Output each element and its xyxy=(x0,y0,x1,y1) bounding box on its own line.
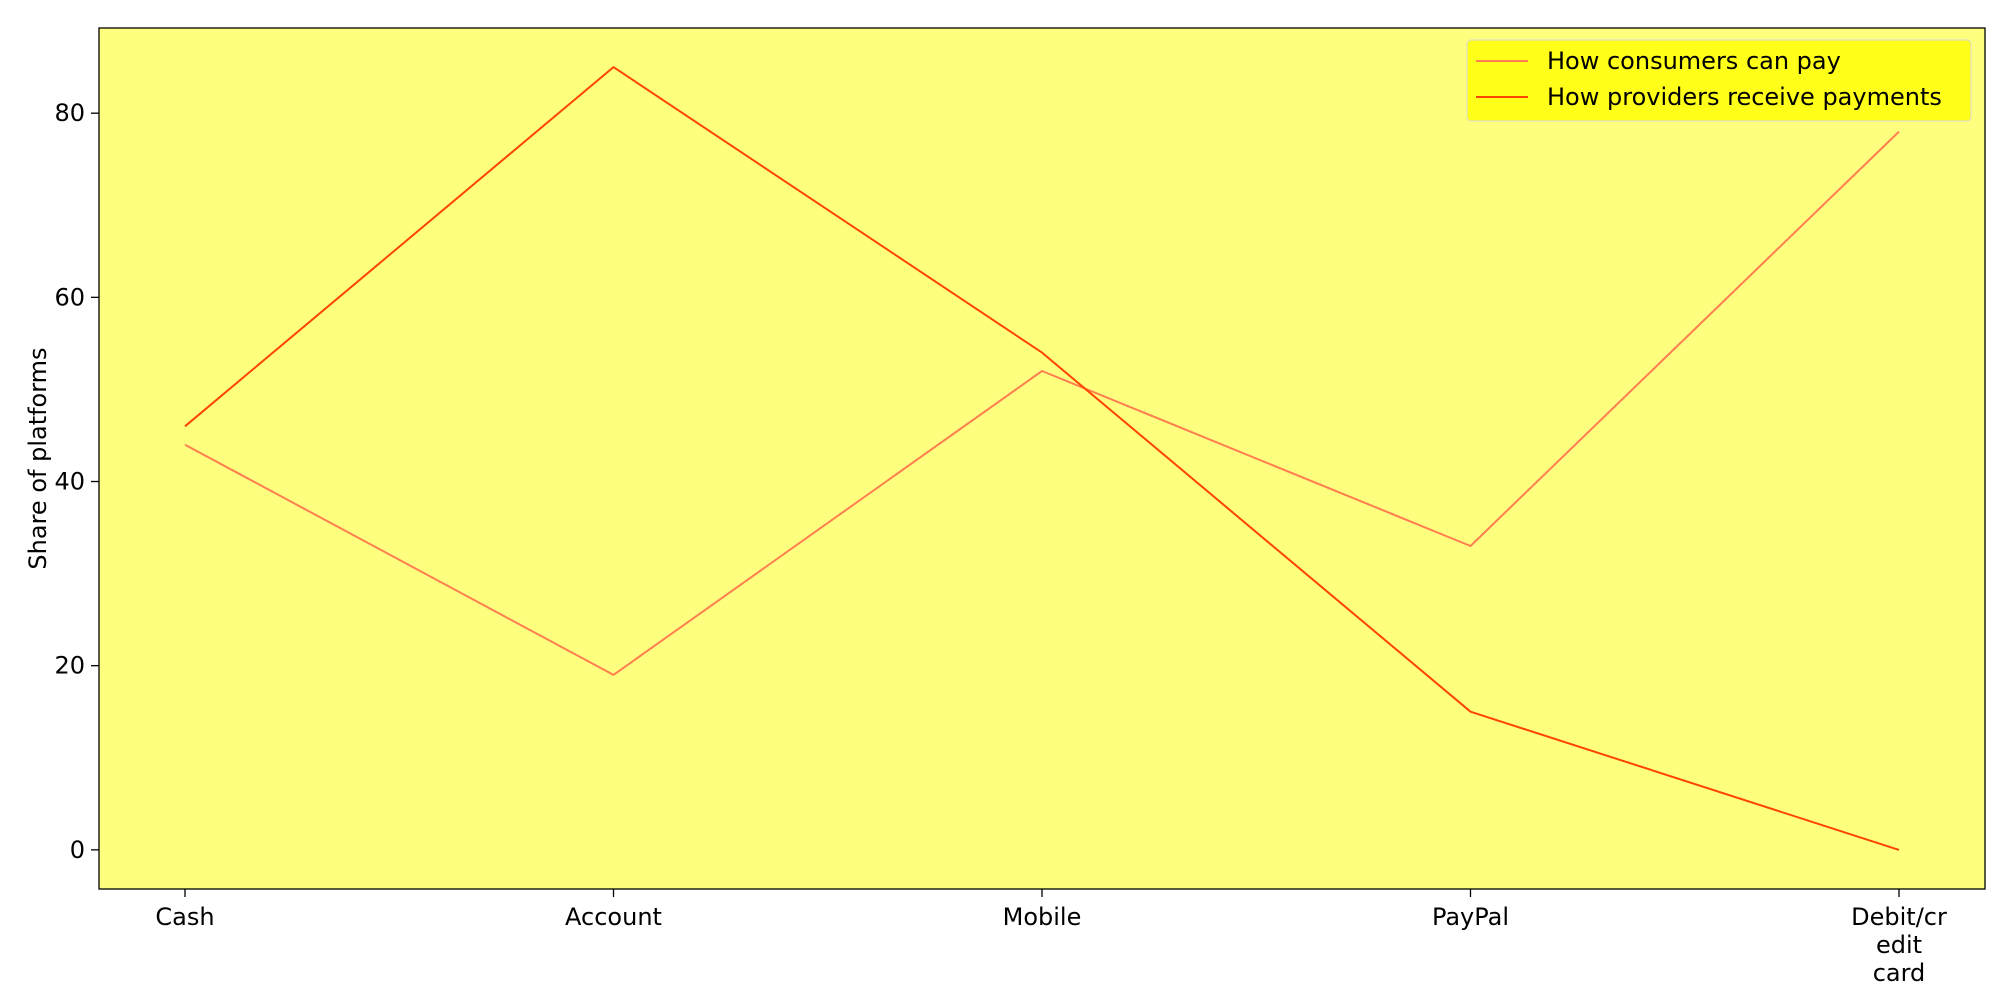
y-tick-label: 20 xyxy=(54,652,85,680)
y-tick-label: 80 xyxy=(54,99,85,127)
series-layer xyxy=(184,66,1900,851)
legend-label: How consumers can pay xyxy=(1547,47,1841,75)
x-tick-label: Cash xyxy=(155,903,214,931)
legend-box xyxy=(1466,39,1972,122)
x-tick-label: Mobile xyxy=(1003,903,1082,931)
y-tick-label: 40 xyxy=(54,468,85,496)
x-tick-label: Account xyxy=(565,903,662,931)
legend-item: How providers receive payments xyxy=(1476,83,1942,111)
x-tick-label: PayPal xyxy=(1432,903,1509,931)
y-axis-label: Share of platforms xyxy=(24,347,52,569)
y-axis: 0 20 40 60 80 xyxy=(54,99,99,864)
plot-area xyxy=(99,28,1985,889)
legend-item: How consumers can pay xyxy=(1476,47,1841,75)
x-tick-label: Debit/cr edit card xyxy=(1851,903,1947,987)
legend: How consumers can pay How providers recei… xyxy=(1466,39,1972,122)
legend-label: How providers receive payments xyxy=(1547,83,1942,111)
y-tick-label: 60 xyxy=(54,283,85,311)
y-tick-label: 0 xyxy=(70,836,85,864)
x-axis: Cash Account Mobile PayPal Debit/cr edit card xyxy=(155,889,1947,987)
series-line-1 xyxy=(184,130,1900,676)
series-line-2 xyxy=(184,66,1900,851)
